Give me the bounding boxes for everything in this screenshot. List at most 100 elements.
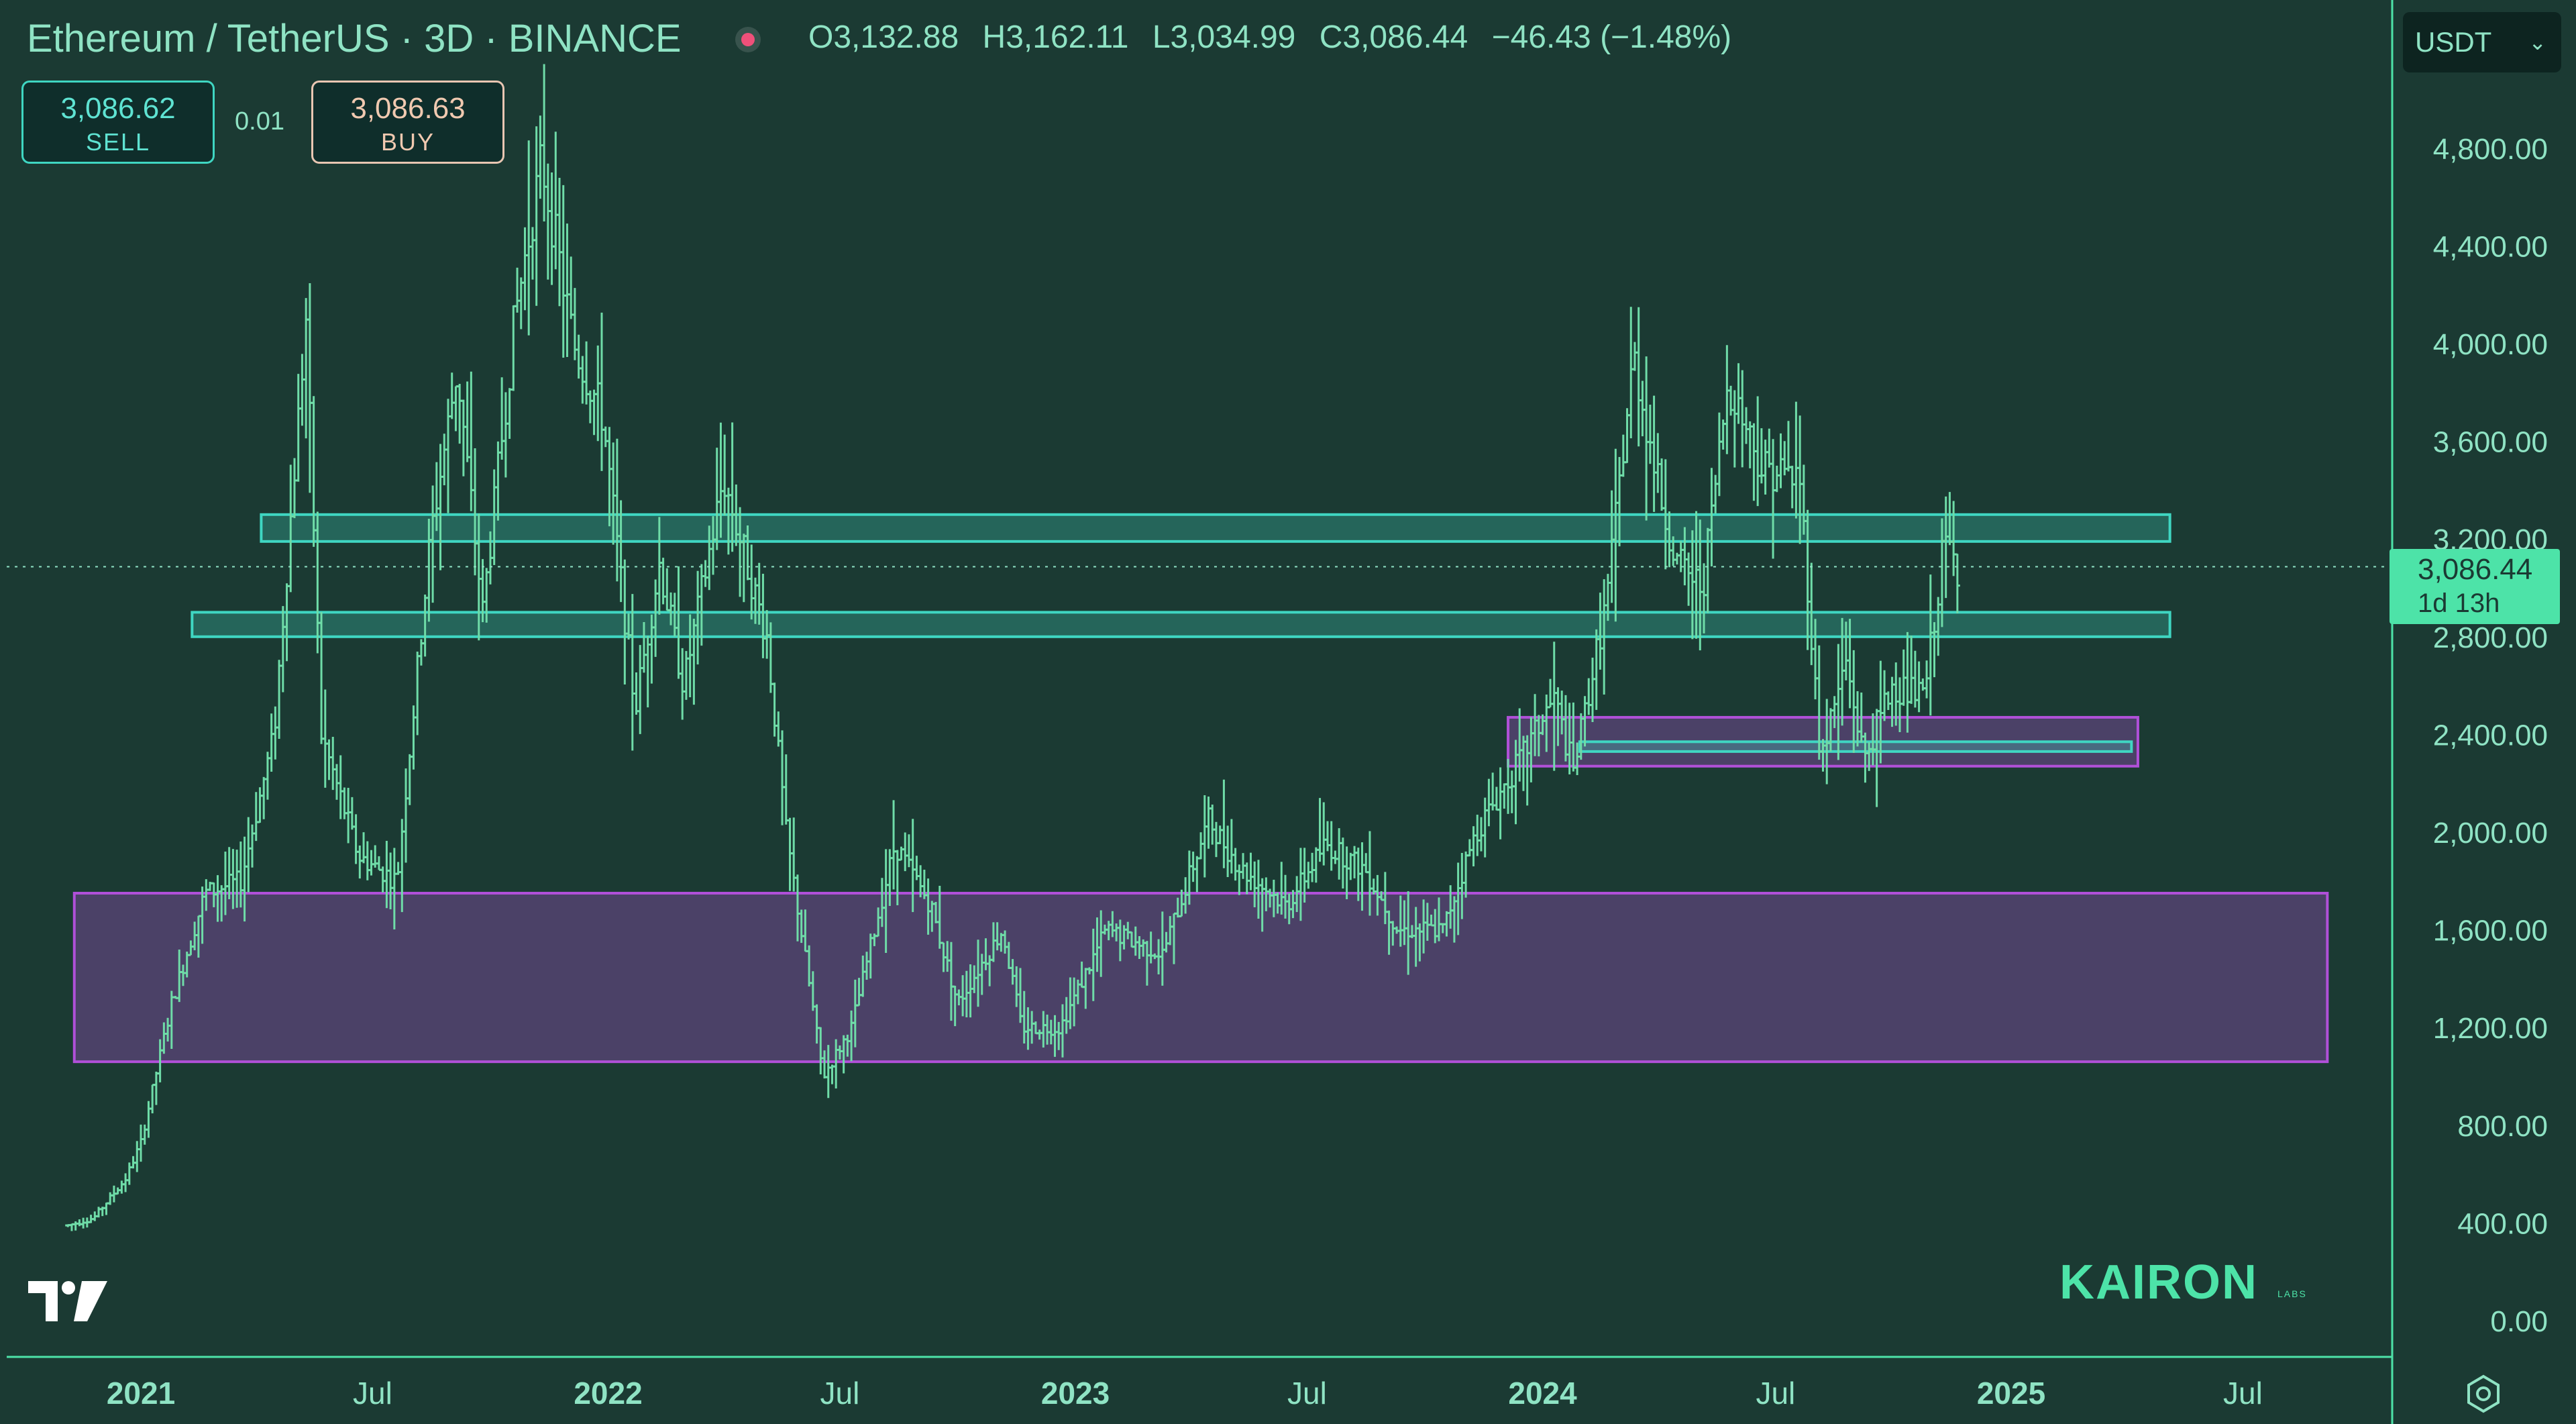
ohlc-bar (541, 64, 547, 222)
time-tick-label: Jul (1756, 1376, 1795, 1411)
time-tick-label: 2024 (1508, 1376, 1577, 1411)
ohlc-bar (791, 817, 797, 892)
low-value: L3,034.99 (1152, 19, 1296, 55)
ohlc-bar (1635, 307, 1642, 447)
ohlc-bar (771, 682, 777, 737)
high-value: H3,162.11 (982, 19, 1129, 55)
ohlc-bar (253, 792, 259, 842)
ohlc-bar (560, 185, 566, 358)
open-value: O3,132.88 (808, 19, 959, 55)
bar-countdown: 1d 13h (2418, 589, 2500, 618)
ohlc-bar (680, 648, 686, 720)
ohlc-bar (430, 485, 436, 603)
time-axis[interactable]: 2021 Jul 2022 Jul 2023 Jul 2024 Jul 2025 Jul (107, 1376, 2263, 1411)
ohlc-bar (1728, 385, 1734, 416)
ohlc-bar (1309, 852, 1316, 882)
ohlc-bar (1647, 404, 1653, 464)
ohlc-bar (1210, 804, 1216, 845)
ohlc-bar (257, 787, 263, 823)
ohlc-bar (829, 1064, 835, 1084)
ohlc-bar (502, 392, 508, 478)
ohlc-bar (1678, 541, 1684, 572)
ohlc-bar (361, 832, 367, 864)
ohlc-bar (464, 381, 470, 462)
ohlc-bar (1313, 847, 1319, 883)
price-tick-label: 2,800.00 (2433, 621, 2548, 654)
tradingview-logo-icon[interactable] (28, 1278, 109, 1327)
time-tick-label: 2021 (107, 1376, 175, 1411)
ohlc-bar (1651, 395, 1657, 512)
ohlc-bar (1482, 797, 1488, 858)
buy-button[interactable]: 3,086.63 BUY (311, 81, 504, 164)
time-tick-label: 2022 (574, 1376, 642, 1411)
ohlc-bar (307, 283, 313, 493)
close-value: C3,086.44 (1319, 19, 1468, 55)
ohlc-bar (1352, 846, 1358, 878)
symbol-title[interactable]: Ethereum / TetherUS · 3D · BINANCE (27, 17, 682, 60)
purple-zone[interactable] (72, 892, 2329, 1064)
ohlc-bar (299, 354, 305, 426)
ohlc-bar (403, 768, 409, 863)
sell-button[interactable]: 3,086.62 SELL (21, 81, 215, 164)
teal-zone[interactable] (1578, 740, 2133, 753)
teal-zone[interactable] (191, 611, 2171, 638)
ohlc-bar (411, 705, 417, 770)
ohlc-bar (1593, 629, 1599, 710)
ohlc-bar (511, 305, 517, 391)
ohlc-bar (103, 1202, 109, 1215)
ohlc-bar (1631, 342, 1638, 371)
ohlc-bar (353, 814, 359, 864)
ohlc-bar (380, 866, 386, 893)
ohlc-bar (1909, 635, 1915, 704)
kairon-watermark-sub: LABS (2277, 1288, 2307, 1299)
ohlc-bar (518, 277, 524, 329)
ohlc-bar (1194, 856, 1200, 893)
ohlc-bar (441, 434, 447, 486)
ohlc-bar (1348, 852, 1354, 880)
currency-select[interactable]: USDT ⌄ (2403, 12, 2561, 72)
ohlc-bar (1363, 853, 1369, 874)
ohlc-bar (529, 227, 535, 280)
ohlc-bar (587, 390, 593, 423)
ohlc-bar (1493, 786, 1499, 811)
ohlc-bar (261, 776, 267, 819)
currency-value: USDT (2415, 26, 2492, 58)
ohlc-bar (272, 706, 278, 760)
price-axis[interactable]: 0.00 400.00 800.00 1,200.00 1,600.00 2,000.00… (2433, 133, 2548, 1338)
last-price-label: 3,086.44 1d 13h (2390, 549, 2560, 624)
ohlc-bar (1324, 821, 1330, 852)
ohlc-bar (330, 736, 336, 791)
ohlc-bar (602, 426, 608, 448)
ohlc-bar (337, 755, 343, 819)
teal-zone[interactable] (260, 513, 2171, 543)
ohlc-bar (457, 384, 463, 444)
ohlc-bar (1716, 412, 1722, 497)
ohlc-bar (1228, 819, 1234, 874)
price-tick-label: 2,400.00 (2433, 719, 2548, 752)
ohlc-bar (407, 754, 413, 805)
gear-icon[interactable] (2462, 1372, 2505, 1415)
ohlc-bar (437, 444, 443, 570)
ohlc-bar (780, 730, 786, 825)
ohlc-bar (357, 845, 363, 879)
ohlc-bar (664, 568, 670, 611)
time-tick-label: Jul (1287, 1376, 1327, 1411)
ohlc-bar (1644, 356, 1650, 521)
ohlc-bar (1321, 802, 1327, 866)
ohlc-bar (553, 132, 559, 270)
ohlc-bar (449, 372, 455, 419)
time-tick-label: Jul (820, 1376, 860, 1411)
ohlc-bar (633, 672, 639, 715)
ohlc-bar (1474, 815, 1481, 856)
ohlc-bar (142, 1124, 148, 1145)
ohlc-bar (1501, 783, 1507, 809)
ohlc-bar (123, 1173, 129, 1192)
ohlc-bar (545, 163, 551, 280)
ohlc-bar (376, 856, 382, 871)
ohlc-bar (606, 427, 612, 527)
ohlc-bar (576, 334, 582, 379)
ohlc-bar (326, 739, 332, 780)
ohlc-bar (460, 399, 466, 476)
ohlc-bar (1609, 490, 1615, 603)
